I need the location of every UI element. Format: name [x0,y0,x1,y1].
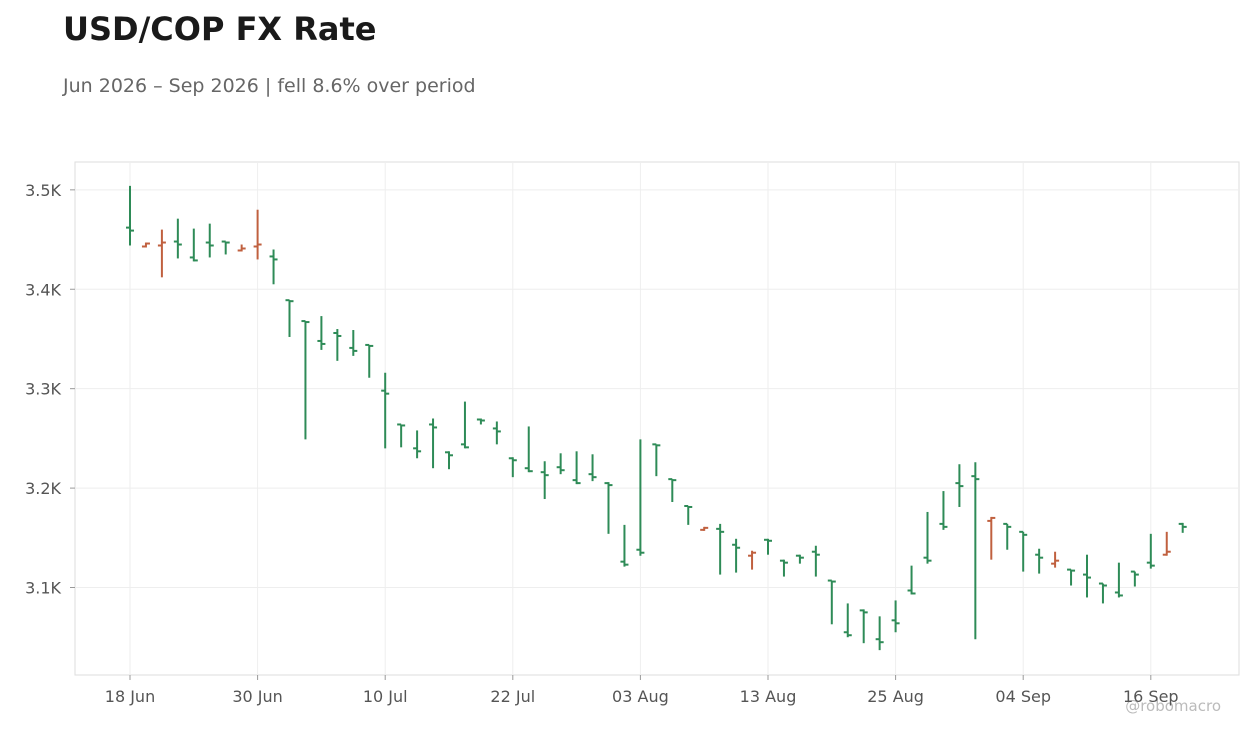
plot-frame [74,161,1240,676]
x-tick-label: 10 Jul [363,687,408,706]
x-tick-label: 13 Aug [740,687,797,706]
x-tick-label: 04 Sep [995,687,1051,706]
chart-title: USD/COP FX Rate [63,10,376,48]
chart-subtitle: Jun 2026 – Sep 2026 | fell 8.6% over per… [62,75,476,97]
x-tick-label: 03 Aug [612,687,669,706]
x-tick-label: 18 Jun [105,687,155,706]
x-tick-label: 16 Sep [1123,687,1179,706]
x-tick-label: 25 Aug [867,687,924,706]
y-tick-label: 3.1K [25,579,61,598]
y-tick-label: 3.4K [25,280,61,299]
x-tick-label: 30 Jun [232,687,282,706]
x-tick-label: 22 Jul [490,687,535,706]
y-tick-label: 3.3K [25,380,61,399]
y-tick-label: 3.5K [25,181,61,200]
y-tick-label: 3.2K [25,479,61,498]
watermark: @robomacro [1125,697,1221,715]
